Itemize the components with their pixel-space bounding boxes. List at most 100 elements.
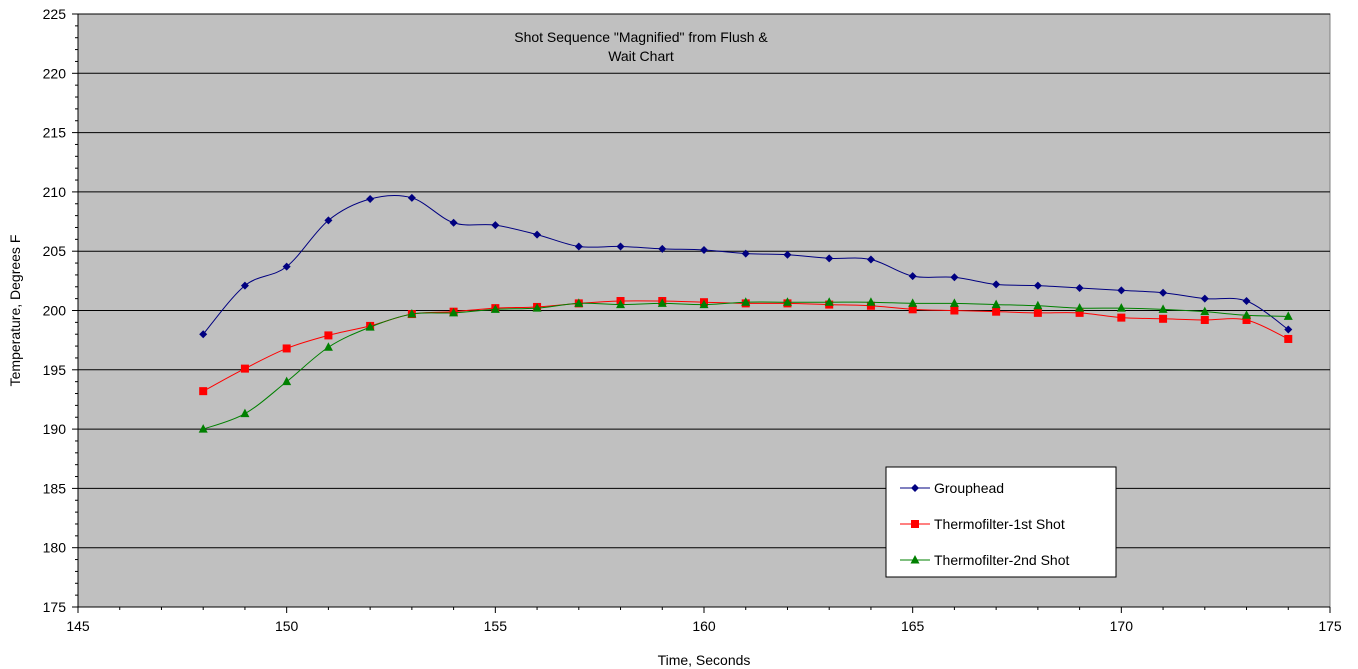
data-point [908,298,918,307]
chart-title-line: Shot Sequence "Magnified" from Flush & [514,29,768,45]
data-point [992,280,1001,289]
data-point [658,244,667,253]
data-point [282,376,292,386]
data-point [949,298,959,307]
data-point [741,249,750,258]
data-point [1200,306,1210,316]
data-point [365,322,375,331]
legend-item: Thermofilter-2nd Shot [900,552,1070,568]
y-tick-label: 220 [43,65,67,81]
data-point [1200,294,1209,303]
legend-label: Thermofilter-2nd Shot [934,552,1070,568]
data-point [1242,315,1251,324]
data-point [908,272,917,281]
data-point [199,387,208,396]
x-tick-label: 170 [1110,618,1134,634]
legend-label: Grouphead [934,480,1004,496]
y-tick-label: 195 [43,362,67,378]
chart-title-line: Wait Chart [608,48,674,64]
data-point [1242,297,1251,306]
data-point [532,303,542,312]
data-point [490,304,500,313]
data-point [240,408,250,418]
y-tick-label: 205 [43,243,67,259]
data-point [198,424,208,433]
data-point [1159,314,1168,323]
y-tick-label: 180 [43,540,67,556]
data-point [824,297,834,306]
data-point [782,297,792,306]
data-point [533,230,542,239]
x-tick-label: 145 [66,618,90,634]
data-point [449,307,459,317]
data-point [324,331,333,340]
data-point [1159,288,1168,297]
legend-box [885,466,1117,578]
data-point [616,242,625,251]
data-point [1284,334,1293,343]
series [198,193,1293,433]
data-point [1075,308,1084,317]
x-tick-label: 165 [901,618,925,634]
data-point [616,299,626,309]
x-axis-title: Time, Seconds [658,652,751,668]
gridlines [78,13,1330,549]
data-point [324,216,333,225]
data-point [574,242,583,251]
data-point [240,364,249,373]
data-point [407,193,416,202]
data-point [866,301,875,310]
legend-marker [911,520,919,528]
data-point [282,262,291,271]
data-point [1117,286,1126,295]
x-tick-label: 160 [692,618,716,634]
data-point [950,273,959,282]
data-point [741,297,751,306]
y-tick-label: 175 [43,599,67,615]
data-point [700,246,708,255]
y-tick-label: 210 [43,184,67,200]
legend-label: Thermofilter-1st Shot [934,516,1065,532]
data-point [950,306,959,315]
legend-marker [910,555,920,564]
data-point [1075,283,1084,292]
data-point [1116,303,1126,312]
data-point [783,250,792,259]
x-tick-label: 175 [1318,618,1342,634]
legend-item: Grouphead [900,480,1004,496]
data-point [491,221,500,230]
data-point [1200,315,1209,324]
data-point [866,255,875,264]
data-point [908,305,917,314]
x-tick-label: 150 [275,618,299,634]
data-point [1117,313,1126,322]
y-tick-label: 185 [43,480,67,496]
data-point [449,218,458,227]
y-tick-label: 225 [43,6,67,22]
axes: 175 180 185 190 195 200 205 210 215 220 225 145 150 1… [43,6,1342,634]
data-point [1283,311,1293,320]
data-point [1158,304,1168,313]
data-point [991,299,1001,309]
y-tick-label: 190 [43,421,67,437]
data-point [240,281,249,290]
data-point [1033,281,1042,290]
y-axis-title: Temperature, Degrees F [7,235,23,387]
data-point [282,344,291,353]
chart-title: Shot Sequence "Magnified" from Flush & Wa… [514,29,768,64]
data-point [1284,325,1293,334]
data-point [1033,300,1043,310]
data-point [1033,308,1042,317]
data-point [657,298,667,307]
legend: Grouphead Thermofilter-1st Shot Thermofilt… [885,466,1117,578]
data-point [825,254,834,263]
data-point [866,297,876,306]
y-tick-label: 215 [43,125,67,141]
data-point [1075,303,1085,312]
series-thermofilter-2nd-shot [198,297,1293,433]
data-point [323,342,333,351]
y-tick-label: 200 [43,303,67,319]
x-tick-label: 155 [484,618,508,634]
